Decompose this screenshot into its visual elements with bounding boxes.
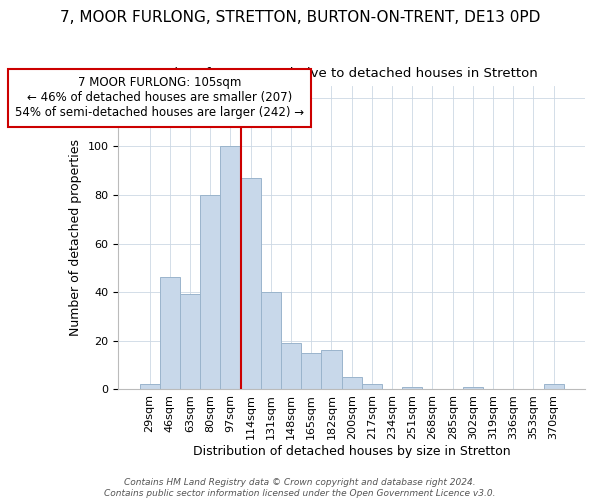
- Bar: [322, 350, 341, 389]
- Bar: [241, 178, 261, 389]
- Text: 7 MOOR FURLONG: 105sqm
← 46% of detached houses are smaller (207)
54% of semi-de: 7 MOOR FURLONG: 105sqm ← 46% of detached…: [15, 76, 304, 120]
- Bar: [362, 384, 382, 389]
- Bar: [180, 294, 200, 389]
- Bar: [402, 386, 422, 389]
- Bar: [140, 384, 160, 389]
- Title: Size of property relative to detached houses in Stretton: Size of property relative to detached ho…: [166, 68, 538, 80]
- Bar: [301, 352, 322, 389]
- Bar: [261, 292, 281, 389]
- Bar: [200, 195, 220, 389]
- Y-axis label: Number of detached properties: Number of detached properties: [69, 139, 82, 336]
- Text: 7, MOOR FURLONG, STRETTON, BURTON-ON-TRENT, DE13 0PD: 7, MOOR FURLONG, STRETTON, BURTON-ON-TRE…: [60, 10, 540, 25]
- Bar: [463, 386, 483, 389]
- Bar: [341, 377, 362, 389]
- Text: Contains HM Land Registry data © Crown copyright and database right 2024.
Contai: Contains HM Land Registry data © Crown c…: [104, 478, 496, 498]
- Bar: [544, 384, 564, 389]
- Bar: [281, 343, 301, 389]
- Bar: [220, 146, 241, 389]
- Bar: [160, 278, 180, 389]
- X-axis label: Distribution of detached houses by size in Stretton: Distribution of detached houses by size …: [193, 444, 511, 458]
